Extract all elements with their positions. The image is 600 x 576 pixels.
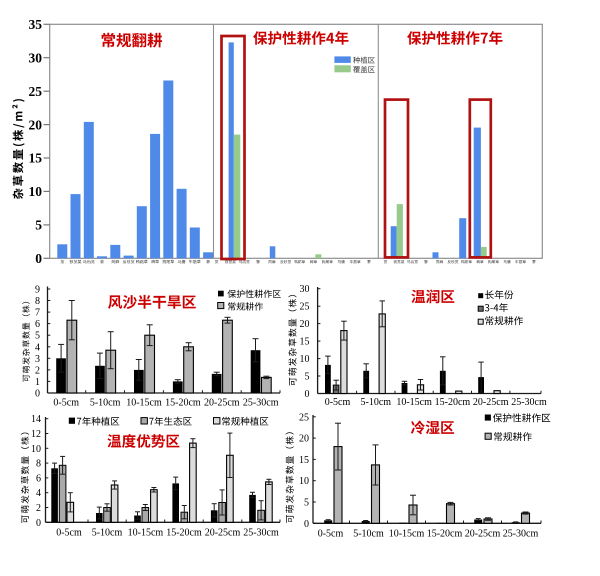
svg-text:10-15cm: 10-15cm xyxy=(396,397,432,408)
svg-text:12: 12 xyxy=(31,429,41,440)
svg-text:0-5cm: 0-5cm xyxy=(56,528,82,539)
svg-text:5: 5 xyxy=(305,372,310,383)
svg-text:25: 25 xyxy=(299,412,309,423)
svg-text:5-10cm: 5-10cm xyxy=(361,397,392,408)
svg-text:0-5cm: 0-5cm xyxy=(318,529,344,540)
svg-text:1: 1 xyxy=(35,377,40,388)
svg-text:0-5cm: 0-5cm xyxy=(325,397,351,408)
svg-text:15: 15 xyxy=(299,455,309,466)
svg-text:15: 15 xyxy=(300,337,310,348)
svg-text:5: 5 xyxy=(35,218,42,233)
svg-text:0: 0 xyxy=(35,251,42,266)
svg-text:7: 7 xyxy=(35,308,40,319)
svg-text:9: 9 xyxy=(35,285,40,296)
svg-text:25-30cm: 25-30cm xyxy=(511,397,547,408)
svg-text:4: 4 xyxy=(35,342,40,353)
svg-text:5-10cm: 5-10cm xyxy=(353,529,384,540)
svg-text:25: 25 xyxy=(29,84,43,99)
svg-text:2: 2 xyxy=(35,365,40,376)
svg-text:35: 35 xyxy=(29,17,43,32)
svg-text:10-15cm: 10-15cm xyxy=(389,529,425,540)
svg-text:0: 0 xyxy=(36,518,41,529)
svg-text:10-15cm: 10-15cm xyxy=(126,398,162,409)
svg-text:25-30cm: 25-30cm xyxy=(503,529,539,540)
svg-text:20: 20 xyxy=(299,434,309,445)
svg-text:8: 8 xyxy=(35,296,40,307)
svg-text:5: 5 xyxy=(304,498,309,509)
svg-text:10: 10 xyxy=(29,184,43,199)
svg-text:15: 15 xyxy=(29,151,43,166)
svg-text:15-20cm: 15-20cm xyxy=(427,529,463,540)
svg-text:6: 6 xyxy=(36,473,41,484)
svg-text:20-25cm: 20-25cm xyxy=(473,397,509,408)
svg-text:25: 25 xyxy=(300,302,310,313)
svg-text:20-25cm: 20-25cm xyxy=(465,529,501,540)
svg-text:20-25cm: 20-25cm xyxy=(205,528,241,539)
svg-text:14: 14 xyxy=(31,414,41,425)
svg-text:5-10cm: 5-10cm xyxy=(90,398,121,409)
svg-text:5-10cm: 5-10cm xyxy=(92,528,123,539)
svg-text:10: 10 xyxy=(31,444,41,455)
svg-text:25-30cm: 25-30cm xyxy=(243,398,279,409)
svg-text:10: 10 xyxy=(300,354,310,365)
svg-text:15-20cm: 15-20cm xyxy=(435,397,471,408)
svg-text:8: 8 xyxy=(36,459,41,470)
svg-text:15-20cm: 15-20cm xyxy=(166,528,202,539)
svg-text:4: 4 xyxy=(36,488,41,499)
svg-text:30: 30 xyxy=(29,50,43,65)
svg-text:6: 6 xyxy=(35,319,40,330)
svg-text:10-15cm: 10-15cm xyxy=(128,528,164,539)
svg-text:0: 0 xyxy=(35,389,40,400)
svg-text:0-5cm: 0-5cm xyxy=(53,398,79,409)
svg-text:10: 10 xyxy=(299,476,309,487)
svg-text:30: 30 xyxy=(300,284,310,295)
svg-text:0: 0 xyxy=(305,389,310,400)
svg-text:20: 20 xyxy=(29,117,43,132)
svg-text:2: 2 xyxy=(36,503,41,514)
svg-text:3: 3 xyxy=(35,354,40,365)
svg-text:15-20cm: 15-20cm xyxy=(165,398,201,409)
svg-text:20: 20 xyxy=(300,319,310,330)
svg-text:20-25cm: 20-25cm xyxy=(204,398,240,409)
svg-text:5: 5 xyxy=(35,331,40,342)
svg-text:0: 0 xyxy=(304,519,309,530)
svg-text:25-30cm: 25-30cm xyxy=(243,528,279,539)
